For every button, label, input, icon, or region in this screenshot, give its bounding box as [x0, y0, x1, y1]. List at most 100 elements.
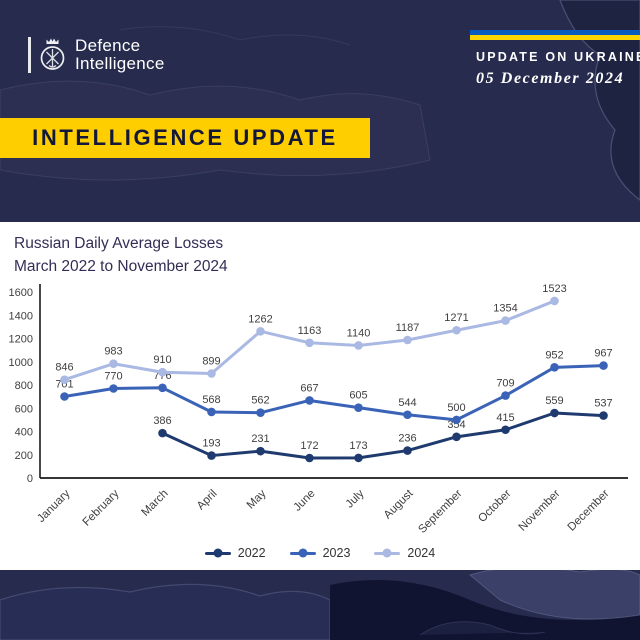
legend-dot [298, 548, 308, 558]
data-label: 1262 [248, 313, 272, 325]
data-label: 231 [251, 433, 269, 445]
data-point-2023 [158, 383, 167, 393]
data-label: 1271 [444, 312, 468, 324]
y-tick-label: 1200 [9, 334, 33, 346]
data-point-2023 [452, 415, 461, 425]
y-tick-label: 0 [27, 473, 33, 485]
mod-crest-icon [40, 38, 65, 70]
legend-line-marker [204, 548, 231, 558]
data-point-2022 [158, 428, 167, 438]
data-label: 1523 [542, 283, 566, 295]
x-tick-label: August [382, 487, 416, 521]
data-label: 1354 [493, 303, 517, 315]
flag-yellow-band [470, 35, 640, 40]
data-point-2024 [354, 341, 363, 350]
data-point-2024 [109, 359, 118, 369]
data-point-2022 [501, 425, 510, 435]
data-label: 500 [447, 402, 465, 414]
logo-divider-bar [28, 37, 31, 73]
defence-intelligence-logo: Defence Intelligence [28, 34, 165, 76]
x-tick-label: July [344, 487, 367, 510]
data-label: 952 [545, 349, 563, 361]
data-label: 770 [104, 370, 122, 382]
data-label: 193 [202, 438, 220, 450]
data-point-2023 [403, 410, 412, 420]
chart-subtitle: March 2022 to November 2024 [14, 258, 228, 275]
data-label: 667 [300, 382, 318, 394]
data-label: 568 [202, 394, 220, 406]
data-point-2024 [501, 316, 510, 325]
legend-label: 2024 [407, 546, 436, 560]
map-border-line [119, 26, 351, 46]
chart-card: Russian Daily Average Losses March 2022 … [0, 222, 640, 570]
data-label: 173 [349, 440, 367, 452]
logo-line-2: Intelligence [75, 54, 165, 73]
legend-label: 2023 [322, 546, 351, 560]
intelligence-update-banner: INTELLIGENCE UPDATE [0, 118, 370, 158]
y-tick-label: 1400 [9, 310, 33, 322]
y-tick-label: 600 [15, 403, 33, 415]
y-tick-label: 1000 [9, 357, 33, 369]
flag-blue-band [470, 30, 640, 35]
x-tick-label: February [81, 487, 122, 528]
data-point-2024 [305, 338, 314, 348]
data-point-2024 [550, 296, 559, 306]
map-black-sea [330, 580, 640, 640]
data-point-2022 [354, 453, 363, 463]
data-label: 846 [55, 362, 73, 374]
data-point-2024 [207, 369, 216, 378]
x-tick-label: June [292, 488, 318, 514]
y-tick-label: 400 [15, 427, 33, 439]
x-tick-label: May [245, 487, 269, 511]
logo-line-1: Defence [75, 36, 141, 55]
data-label: 967 [594, 348, 612, 360]
legend-item-2022: 2022 [204, 546, 266, 560]
legend-line-marker [289, 548, 316, 558]
series-line-2022 [161, 411, 605, 460]
legend-line-marker [374, 548, 401, 558]
data-label: 701 [55, 379, 73, 391]
data-label: 415 [496, 412, 514, 424]
ukraine-flag-stripe [470, 30, 640, 40]
data-label: 354 [447, 419, 465, 431]
data-label: 236 [398, 433, 416, 445]
data-point-2022 [403, 446, 412, 455]
data-point-2023 [599, 361, 608, 370]
legend-label: 2022 [237, 546, 266, 560]
chart-title: Russian Daily Average Losses [14, 235, 224, 252]
legend-item-2024: 2024 [374, 546, 435, 560]
data-point-2024 [60, 375, 69, 384]
data-point-2022 [207, 451, 216, 460]
data-point-2022 [452, 432, 461, 442]
data-label: 1163 [298, 325, 322, 337]
chart-legend: 2022 2023 2024 [0, 546, 640, 560]
legend-dot [382, 548, 392, 558]
data-label: 910 [153, 354, 171, 366]
data-point-2024 [403, 335, 412, 345]
data-label: 605 [349, 390, 367, 402]
data-label: 386 [153, 415, 171, 427]
banner-label: INTELLIGENCE UPDATE [32, 125, 338, 150]
data-point-2023 [354, 403, 363, 412]
x-tick-label: November [517, 488, 563, 534]
x-tick-label: October [476, 488, 514, 526]
map-land-southwest [0, 583, 331, 640]
data-point-2022 [256, 446, 265, 456]
data-label: 1187 [396, 322, 420, 334]
series-line-2023 [63, 364, 605, 422]
data-point-2024 [158, 367, 167, 377]
data-point-2023 [305, 396, 314, 405]
data-label: 559 [545, 395, 563, 407]
y-tick-label: 800 [15, 380, 33, 392]
x-tick-label: September [416, 488, 464, 536]
x-tick-label: December [566, 488, 612, 534]
update-date: 05 December 2024 [476, 70, 625, 87]
update-on-ukraine-block: UPDATE ON UKRAINE 05 December 2024 [470, 30, 640, 88]
data-point-2023 [109, 384, 118, 393]
map-region-north [0, 80, 431, 181]
chart-canvas: 0 200 400 600 800 1000 1200 1400 1600 January Febr… [9, 283, 628, 536]
data-label: 562 [251, 395, 269, 407]
data-point-2022 [599, 411, 608, 420]
data-label: 899 [202, 355, 220, 367]
